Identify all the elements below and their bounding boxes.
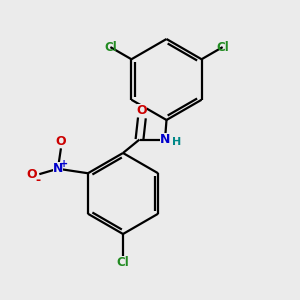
Text: O: O [26, 168, 37, 181]
Text: O: O [136, 104, 147, 117]
Text: Cl: Cl [104, 40, 117, 54]
Text: O: O [56, 135, 66, 148]
Text: Cl: Cl [216, 40, 229, 54]
Text: -: - [36, 174, 41, 187]
Text: N: N [53, 162, 63, 175]
Text: +: + [61, 159, 69, 169]
Text: H: H [172, 137, 181, 147]
Text: N: N [160, 133, 170, 146]
Text: Cl: Cl [117, 256, 129, 269]
